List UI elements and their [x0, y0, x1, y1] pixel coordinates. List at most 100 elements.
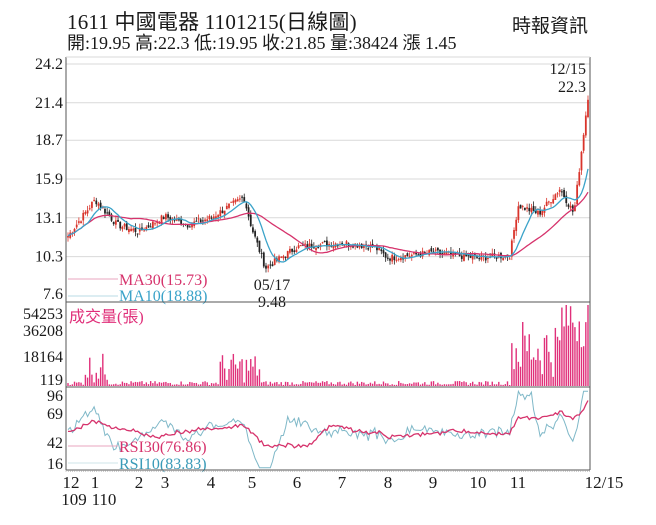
candle-body	[269, 264, 272, 266]
volume-bar	[263, 381, 265, 386]
candle-body	[476, 255, 478, 258]
volume-bar	[374, 381, 376, 386]
candle-body	[537, 210, 539, 215]
candle-body	[463, 252, 465, 261]
volume-bar	[430, 381, 433, 386]
candle-body	[156, 222, 159, 224]
candle-body	[295, 249, 298, 253]
volume-bar	[448, 384, 450, 386]
volume-bar	[356, 381, 359, 386]
rsi-ytick: 69	[47, 406, 63, 423]
candle-body	[99, 202, 102, 209]
candle-body	[358, 245, 361, 248]
candle-body	[256, 237, 259, 243]
candle-body	[191, 224, 193, 228]
volume-bar	[411, 383, 413, 386]
volume-bar	[454, 381, 456, 386]
candle-body	[167, 214, 169, 218]
candle-body	[380, 249, 383, 252]
candle-body	[136, 233, 139, 235]
candle-body	[138, 227, 141, 232]
candle-body	[210, 217, 213, 219]
candle-body	[382, 250, 385, 254]
candle-body	[558, 189, 561, 193]
candle-body	[91, 201, 93, 208]
volume-bar	[334, 384, 337, 386]
volume-bar	[260, 382, 263, 386]
price-panel: 24.2 21.4 18.7 15.9 13.1 10.3 7.6 12/15 22.3 0…	[35, 56, 590, 311]
volume-bar	[147, 384, 150, 386]
volume-bar	[95, 372, 97, 386]
volume-bar	[439, 384, 441, 386]
volume-bar	[572, 322, 574, 386]
candle-body	[450, 251, 452, 255]
candle-body	[541, 210, 544, 216]
candle-body	[86, 210, 89, 214]
volume-bar	[178, 384, 180, 386]
volume-bar	[587, 305, 589, 386]
volume-bar	[123, 382, 126, 386]
volume-bar	[108, 384, 111, 386]
candle-body	[75, 224, 78, 228]
volume-bar	[461, 382, 463, 386]
candle-body	[584, 115, 587, 136]
candle-body	[321, 242, 324, 244]
volume-bar	[141, 381, 143, 386]
candle-body	[417, 254, 420, 256]
volume-bar	[395, 384, 398, 386]
volume-bar	[576, 341, 578, 386]
candle-body	[262, 252, 265, 267]
candle-body	[215, 216, 217, 219]
volume-bar	[189, 381, 191, 386]
volume-bar	[532, 357, 535, 386]
volume-bar	[463, 381, 465, 386]
volume-bar	[173, 384, 176, 386]
volume-bar	[193, 383, 195, 386]
volume-bar	[345, 384, 348, 386]
candle-body	[308, 243, 311, 247]
volume-bar	[293, 384, 295, 386]
candle-body	[465, 253, 468, 257]
volume-bar	[119, 384, 121, 386]
volume-bar	[297, 384, 300, 386]
volume-bar	[310, 382, 313, 386]
volume-bar	[256, 375, 258, 386]
month-label: 3	[161, 473, 170, 492]
volume-bar	[506, 381, 509, 386]
volume-bar	[415, 382, 417, 386]
candle-body	[208, 215, 211, 219]
volume-bar	[347, 382, 350, 386]
volume-bar	[326, 381, 328, 386]
volume-bar	[361, 381, 363, 386]
volume-bar	[223, 368, 226, 386]
month-label: 9	[429, 473, 438, 492]
volume-bar	[539, 360, 541, 386]
volume-bar	[341, 384, 343, 386]
volume-bar	[241, 359, 243, 386]
volume-bar	[130, 381, 132, 386]
candle-body	[77, 221, 80, 223]
candle-body	[530, 207, 533, 213]
candle-body	[67, 235, 69, 238]
volume-bar	[324, 382, 326, 386]
volume-bar	[476, 384, 478, 386]
volume-bar	[226, 379, 228, 386]
volume-bar	[165, 381, 167, 386]
volume-bar	[550, 362, 552, 386]
volume-bar	[421, 383, 424, 386]
volume-bar	[574, 327, 576, 386]
candle-body	[406, 253, 409, 257]
candle-body	[413, 251, 415, 254]
volume-bar	[378, 383, 380, 386]
volume-bar	[152, 383, 154, 386]
candle-body	[158, 222, 161, 224]
month-label: 1	[91, 473, 100, 492]
ma30-line	[67, 191, 589, 257]
volume-bar	[458, 381, 461, 386]
volume-bar	[265, 381, 267, 386]
volume-bar	[304, 382, 306, 386]
volume-bar	[217, 384, 219, 386]
volume-bar	[495, 384, 498, 386]
